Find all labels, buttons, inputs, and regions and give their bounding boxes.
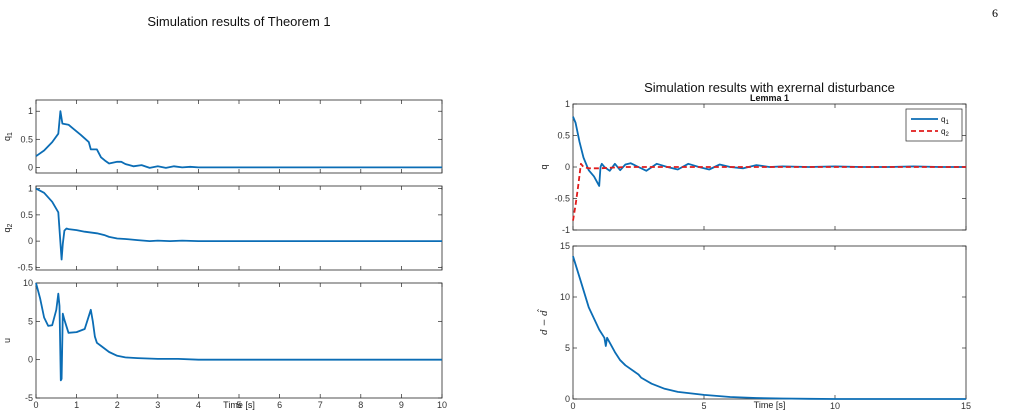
y-tick-label: 15 bbox=[560, 241, 570, 251]
x-tick-label: 0 bbox=[33, 400, 38, 410]
x-tick-label: 10 bbox=[830, 401, 840, 410]
legend-entry-main: q bbox=[941, 115, 945, 124]
x-tick-label: 15 bbox=[961, 401, 971, 410]
y-tick-label: -0.5 bbox=[17, 262, 33, 272]
y-axis-label: d − d̂ bbox=[537, 309, 550, 335]
plot-area bbox=[35, 185, 443, 271]
y-axis-label-main: u bbox=[2, 338, 12, 343]
x-tick-label: 1 bbox=[74, 400, 79, 410]
y-axis-label-sub: 2 bbox=[7, 223, 14, 227]
series-line-s1 bbox=[35, 110, 442, 169]
series-line-s1 bbox=[35, 187, 442, 261]
y-tick-label: 0 bbox=[565, 394, 570, 404]
series-line-s1 bbox=[572, 255, 966, 400]
y-axis-label-main: q bbox=[2, 136, 12, 141]
x-tick-label: 3 bbox=[155, 400, 160, 410]
chart-title: Simulation results with exrernal disturb… bbox=[644, 80, 895, 95]
x-tick-label: 5 bbox=[701, 401, 706, 410]
y-tick-label: -5 bbox=[25, 393, 33, 403]
y-tick-label: 1 bbox=[565, 99, 570, 109]
legend-box bbox=[905, 108, 963, 142]
x-tick-label: 2 bbox=[115, 400, 120, 410]
y-tick-label: 10 bbox=[560, 292, 570, 302]
chart-left: Simulation results of Theorem 100.51q1-0… bbox=[2, 14, 447, 410]
y-tick-label: 0.5 bbox=[557, 131, 570, 141]
y-tick-label: 0.5 bbox=[20, 134, 33, 144]
y-tick-label: 1 bbox=[28, 106, 33, 116]
plot-area bbox=[35, 282, 443, 399]
y-axis-label-sub: 1 bbox=[7, 132, 14, 136]
x-tick-label: 5 bbox=[236, 400, 241, 410]
y-tick-label: 5 bbox=[565, 343, 570, 353]
y-tick-label: 10 bbox=[23, 278, 33, 288]
y-tick-label: 0 bbox=[28, 236, 33, 246]
subplot-left-2: -0.5 0 0.5 1 q2 bbox=[2, 184, 443, 272]
series-line-q2 bbox=[572, 162, 966, 221]
y-axis-label: q bbox=[539, 164, 549, 169]
legend-entry: q2 bbox=[941, 127, 949, 138]
plot-area bbox=[35, 99, 443, 174]
y-tick-label: 5 bbox=[28, 316, 33, 326]
legend-entry: q1 bbox=[941, 115, 949, 126]
x-tick-label: 9 bbox=[399, 400, 404, 410]
y-tick-label: -0.5 bbox=[554, 194, 570, 204]
y-axis-label: q2 bbox=[2, 223, 14, 232]
y-tick-label: -1 bbox=[562, 225, 570, 235]
y-tick-label: 0 bbox=[28, 162, 33, 172]
legend-entry-sub: 1 bbox=[945, 120, 949, 126]
legend-entry-main: q bbox=[941, 127, 945, 136]
chart-subtitle: Lemma 1 bbox=[750, 93, 789, 103]
x-axis-label: Time [s] bbox=[223, 400, 255, 410]
y-tick-label: 0 bbox=[28, 355, 33, 365]
x-axis-label: Time [s] bbox=[754, 400, 786, 410]
y-axis-label: u bbox=[2, 338, 12, 343]
chart-title: Simulation results of Theorem 1 bbox=[147, 14, 330, 29]
x-tick-label: 6 bbox=[277, 400, 282, 410]
series-line-s1 bbox=[35, 282, 442, 382]
y-axis-label: q1 bbox=[2, 132, 14, 141]
chart-right: Simulation results with exrernal disturb… bbox=[537, 80, 971, 410]
subplot-right-2: 0 5 10 15 0 5 10 15 d − d̂ bbox=[537, 241, 971, 410]
x-tick-label: 7 bbox=[318, 400, 323, 410]
x-tick-label: 0 bbox=[570, 401, 575, 410]
y-axis-label-main: q bbox=[2, 227, 12, 232]
y-tick-label: 0 bbox=[565, 162, 570, 172]
x-tick-label: 4 bbox=[196, 400, 201, 410]
legend-entry-sub: 2 bbox=[945, 132, 949, 138]
y-tick-label: 0.5 bbox=[20, 210, 33, 220]
x-tick-label: 10 bbox=[437, 400, 447, 410]
plot-area bbox=[572, 245, 967, 400]
x-tick-label: 8 bbox=[358, 400, 363, 410]
y-tick-label: 1 bbox=[28, 184, 33, 194]
page-number: 6 bbox=[992, 6, 998, 20]
